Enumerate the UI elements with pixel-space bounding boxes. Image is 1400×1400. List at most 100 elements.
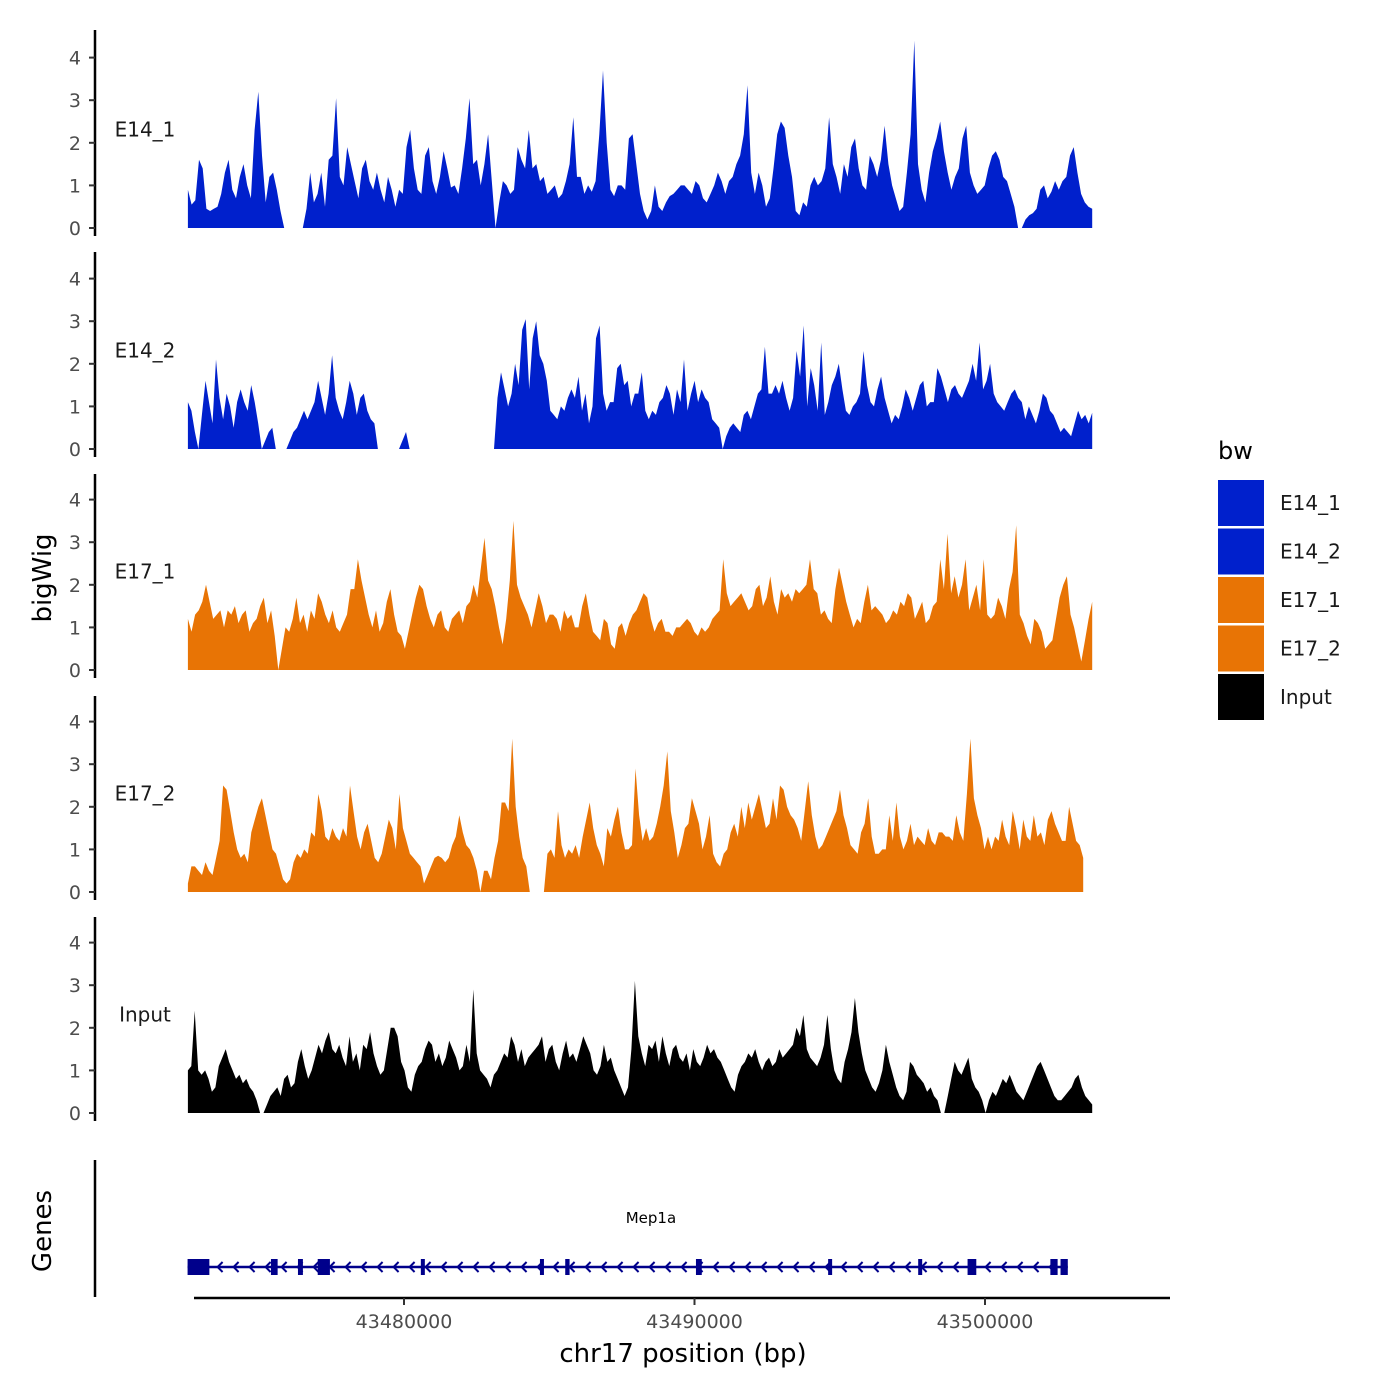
y-tick-label: 4 bbox=[69, 490, 81, 512]
legend: bw E14_1 E14_2 E17_1 E17_2 Input bbox=[1218, 437, 1341, 720]
strand-arrow bbox=[232, 1261, 240, 1273]
gene-mep1a: Mep1a bbox=[187, 1209, 1068, 1275]
y-tick-label: 1 bbox=[69, 617, 81, 639]
strand-arrow bbox=[1016, 1261, 1024, 1273]
strand-arrow bbox=[648, 1261, 656, 1273]
track-e14-2: 0 1 2 3 4 E14_2 bbox=[69, 252, 1093, 461]
strand-arrow bbox=[360, 1261, 368, 1273]
strand-arrow bbox=[904, 1261, 912, 1273]
y-tick-label: 1 bbox=[69, 1060, 81, 1082]
exon bbox=[828, 1259, 833, 1275]
strand-arrow bbox=[344, 1261, 352, 1273]
y-tick-label: 2 bbox=[69, 797, 81, 819]
strand-arrow bbox=[488, 1261, 496, 1273]
strand-arrow bbox=[312, 1261, 320, 1273]
track-e17-2: 0 1 2 3 4 E17_2 bbox=[69, 696, 1084, 904]
legend-swatch bbox=[1218, 528, 1264, 575]
strand-arrow bbox=[424, 1261, 432, 1273]
x-tick-label: 43480000 bbox=[356, 1311, 453, 1333]
legend-swatch bbox=[1218, 577, 1264, 623]
exon bbox=[420, 1259, 425, 1275]
y-tick-label: 4 bbox=[69, 933, 81, 955]
track-label: E14_1 bbox=[115, 117, 176, 141]
strand-arrow bbox=[440, 1261, 448, 1273]
strand-arrow bbox=[840, 1261, 848, 1273]
y-tick-label: 4 bbox=[69, 269, 81, 291]
track-label: E17_1 bbox=[115, 559, 176, 583]
x-axis-title: chr17 position (bp) bbox=[559, 1339, 806, 1369]
bigwig-tracks: 0 1 2 3 4 E14_1 0 1 2 3 4 E14_2 0 1 2 3 4 E17_1 0 1 2 3 4 E17_2… bbox=[69, 30, 1093, 1125]
track-label: Input bbox=[119, 1002, 171, 1026]
signal-area bbox=[187, 520, 1093, 670]
legend-entry: E14_1 bbox=[1218, 480, 1341, 526]
x-tick-label: 43490000 bbox=[646, 1311, 743, 1333]
y-tick-label: 4 bbox=[69, 712, 81, 734]
strand-arrow bbox=[856, 1261, 864, 1273]
strand-arrow bbox=[600, 1261, 608, 1273]
strand-arrow bbox=[216, 1261, 224, 1273]
track-e14-1: 0 1 2 3 4 E14_1 bbox=[69, 30, 1093, 240]
signal-area bbox=[187, 738, 1084, 892]
y-tick-label: 2 bbox=[69, 133, 81, 155]
strand-arrow bbox=[392, 1261, 400, 1273]
track-input: 0 1 2 3 4 Input bbox=[69, 917, 1093, 1125]
signal-area bbox=[187, 980, 1093, 1113]
exon bbox=[317, 1259, 330, 1275]
legend-title: bw bbox=[1218, 437, 1253, 465]
legend-label: E14_2 bbox=[1280, 540, 1341, 564]
y-tick-label: 2 bbox=[69, 575, 81, 597]
exon bbox=[695, 1259, 702, 1275]
strand-arrow bbox=[776, 1261, 784, 1273]
y-tick-label: 1 bbox=[69, 396, 81, 418]
strand-arrow bbox=[952, 1261, 960, 1273]
genes-axis-title: Genes bbox=[28, 1190, 58, 1272]
y-tick-label: 0 bbox=[69, 660, 81, 682]
strand-arrow bbox=[504, 1261, 512, 1273]
strand-arrow bbox=[712, 1261, 720, 1273]
strand-arrow bbox=[728, 1261, 736, 1273]
legend-entry: E17_1 bbox=[1218, 577, 1341, 623]
genes-panel: Mep1a bbox=[93, 1160, 1068, 1297]
exon bbox=[539, 1259, 544, 1275]
strand-arrow bbox=[680, 1261, 688, 1273]
exon bbox=[967, 1259, 977, 1275]
legend-entry: Input bbox=[1218, 674, 1332, 720]
legend-swatch bbox=[1218, 625, 1264, 672]
y-tick-label: 1 bbox=[69, 839, 81, 861]
y-tick-label: 0 bbox=[69, 1103, 81, 1125]
strand-arrow bbox=[408, 1261, 416, 1273]
strand-arrow bbox=[744, 1261, 752, 1273]
gene-label: Mep1a bbox=[626, 1209, 676, 1227]
legend-entry: E14_2 bbox=[1218, 528, 1341, 575]
strand-arrow bbox=[456, 1261, 464, 1273]
strand-arrow bbox=[376, 1261, 384, 1273]
strand-arrow bbox=[760, 1261, 768, 1273]
y-tick-label: 0 bbox=[69, 218, 81, 240]
legend-label: E17_1 bbox=[1280, 588, 1341, 612]
y-tick-label: 3 bbox=[69, 532, 81, 554]
exon bbox=[297, 1259, 303, 1275]
legend-label: E17_2 bbox=[1280, 637, 1341, 661]
strand-arrow bbox=[632, 1261, 640, 1273]
legend-entry: E17_2 bbox=[1218, 625, 1341, 672]
strand-arrow bbox=[1000, 1261, 1008, 1273]
strand-arrow bbox=[664, 1261, 672, 1273]
legend-swatch bbox=[1218, 674, 1264, 720]
y-tick-label: 4 bbox=[69, 48, 81, 70]
strand-arrow bbox=[264, 1261, 272, 1273]
signal-area bbox=[187, 40, 1093, 228]
exon bbox=[918, 1259, 923, 1275]
strand-arrow bbox=[248, 1261, 256, 1273]
y-tick-label: 2 bbox=[69, 1018, 81, 1040]
track-label: E17_2 bbox=[115, 781, 176, 805]
exon bbox=[187, 1259, 210, 1275]
track-label: E14_2 bbox=[115, 338, 176, 362]
y-axis-title: bigWig bbox=[28, 533, 58, 622]
strand-arrow bbox=[808, 1261, 816, 1273]
strand-arrow bbox=[792, 1261, 800, 1273]
y-tick-label: 0 bbox=[69, 882, 81, 904]
legend-label: E14_1 bbox=[1280, 491, 1341, 515]
strand-arrow bbox=[520, 1261, 528, 1273]
y-tick-label: 0 bbox=[69, 439, 81, 461]
